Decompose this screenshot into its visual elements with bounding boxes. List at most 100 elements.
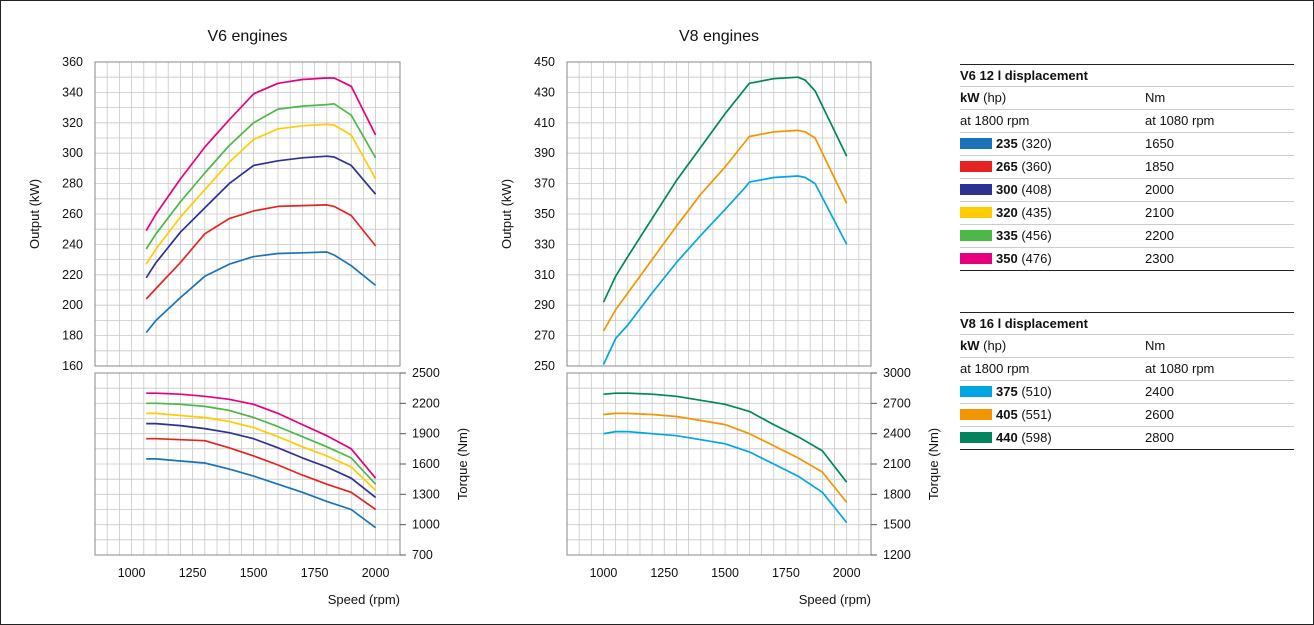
x-axis-label: Speed (rpm): [328, 592, 400, 607]
x-tick-label: 2000: [362, 566, 390, 580]
y-tick-label: 270: [534, 329, 555, 343]
series-line: [145, 155, 377, 279]
legend-hp-value: (408): [1017, 182, 1052, 197]
legend-nm-header: Nm: [1145, 90, 1166, 105]
legend-entry: 375 (510) 2400: [960, 380, 1294, 403]
legend-title: V6 12 l displacement: [960, 68, 1088, 83]
plot-frame: [566, 61, 872, 367]
legend-rpm-left: at 1800 rpm: [960, 361, 1030, 376]
y-tick-label: 310: [534, 268, 555, 282]
legend-nm-value: 2600: [1145, 407, 1174, 422]
x-tick-label: 1750: [772, 566, 800, 580]
y-tick-label: 320: [62, 116, 83, 130]
y-tick-label: 430: [534, 85, 555, 99]
series-line: [145, 251, 377, 334]
legend-swatch: [960, 386, 992, 397]
y-tick-label: 260: [62, 207, 83, 221]
legend-header-row: kW (hp) Nm: [960, 86, 1294, 109]
y-tick-label: 2500: [412, 366, 440, 380]
legend-rows: 375 (510) 2400 405 (551) 2600 440 (598) 2800: [960, 380, 1294, 449]
y-tick-label: 200: [62, 298, 83, 312]
legend-rows: 235 (320) 1650 265 (360) 1850 300 (408) 2000 3…: [960, 132, 1294, 270]
y-tick-label: 250: [534, 359, 555, 373]
y-tick-label: 160: [62, 359, 83, 373]
y-tick-label: 220: [62, 268, 83, 282]
y-tick-label: 340: [62, 85, 83, 99]
series-line: [603, 430, 848, 524]
legend-rpm-left: at 1800 rpm: [960, 113, 1030, 128]
x-tick-label: 1500: [240, 566, 268, 580]
series-line: [603, 412, 848, 503]
series-line: [146, 402, 377, 485]
y-tick-label: 370: [534, 177, 555, 191]
legend-kw-value: 405: [996, 407, 1018, 422]
legend-hp-header: (hp): [983, 338, 1007, 353]
legend-nm-value: 2300: [1145, 251, 1174, 266]
legend-rpm-right: at 1080 rpm: [1145, 113, 1215, 128]
y-tick-label: 1200: [883, 548, 911, 562]
series-line: [146, 412, 377, 491]
y-tick-label: 290: [534, 298, 555, 312]
series-line: [145, 102, 377, 250]
legend-swatch: [960, 161, 992, 172]
legend-title: V8 16 l displacement: [960, 316, 1088, 331]
y-axis-label: Output (kW): [499, 179, 514, 249]
y-tick-label: 1900: [412, 427, 440, 441]
x-tick-label: 1000: [118, 566, 146, 580]
series-line: [145, 77, 377, 232]
legend-hp-value: (320): [1017, 136, 1052, 151]
y-tick-label: 2700: [883, 396, 911, 410]
legend-nm-value: 2400: [1145, 384, 1174, 399]
series-line: [146, 437, 377, 511]
legend-entry: 350 (476) 2300: [960, 247, 1294, 270]
legend-entry: 335 (456) 2200: [960, 224, 1294, 247]
legend-nm-value: 1650: [1145, 136, 1174, 151]
series-line: [145, 204, 377, 300]
plot-frame: [94, 61, 401, 367]
legend-swatch: [960, 207, 992, 218]
y-tick-label: 300: [62, 146, 83, 160]
y-tick-label: 390: [534, 146, 555, 160]
legend-kw-value: 300: [996, 182, 1018, 197]
legend-hp-value: (435): [1017, 205, 1052, 220]
series-line: [146, 392, 377, 479]
legend-subheader-row: at 1800 rpm at 1080 rpm: [960, 357, 1294, 380]
legend-bottom-rule: [960, 270, 1294, 271]
y-axis-label: Output (kW): [27, 179, 42, 249]
legend-rpm-right: at 1080 rpm: [1145, 361, 1215, 376]
legend-nm-value: 2000: [1145, 182, 1174, 197]
legend-hp-value: (551): [1017, 407, 1052, 422]
series-line: [146, 458, 377, 529]
engine-charts: V6 engines 160 180 200 220 240 260 280 300 320 340…: [27, 28, 941, 607]
legend-nm-value: 1850: [1145, 159, 1174, 174]
legend-kw-value: 440: [996, 430, 1018, 445]
legend-entry: 440 (598) 2800: [960, 426, 1294, 449]
x-tick-label: 2000: [833, 566, 861, 580]
legend-nm-value: 2100: [1145, 205, 1174, 220]
legend-subheader-row: at 1800 rpm at 1080 rpm: [960, 109, 1294, 132]
legend-nm-value: 2800: [1145, 430, 1174, 445]
legend-swatch: [960, 138, 992, 149]
x-tick-label: 1500: [711, 566, 739, 580]
legend-hp-value: (476): [1017, 251, 1052, 266]
legend-top-rule: [960, 64, 1294, 65]
legend-hp-value: (598): [1017, 430, 1052, 445]
series-line: [602, 129, 848, 332]
y-tick-label: 240: [62, 237, 83, 251]
legend-hp-header: (hp): [983, 90, 1007, 105]
legend-nm-header: Nm: [1145, 338, 1166, 353]
y-tick-label: 280: [62, 177, 83, 191]
y-axis-label: Torque (Nm): [455, 428, 470, 500]
chart-title: V8 engines: [679, 28, 759, 45]
legend-swatch: [960, 409, 992, 420]
legend-entry: 320 (435) 2100: [960, 201, 1294, 224]
y-tick-label: 1300: [412, 487, 440, 501]
legend-kw-value: 335: [996, 228, 1018, 243]
x-tick-label: 1750: [301, 566, 329, 580]
legend-top-rule: [960, 312, 1294, 313]
y-tick-label: 700: [412, 548, 433, 562]
legend-entry: 405 (551) 2600: [960, 403, 1294, 426]
legend-header-row: kW (hp) Nm: [960, 334, 1294, 357]
legend-entry: 300 (408) 2000: [960, 178, 1294, 201]
legend-swatch: [960, 230, 992, 241]
